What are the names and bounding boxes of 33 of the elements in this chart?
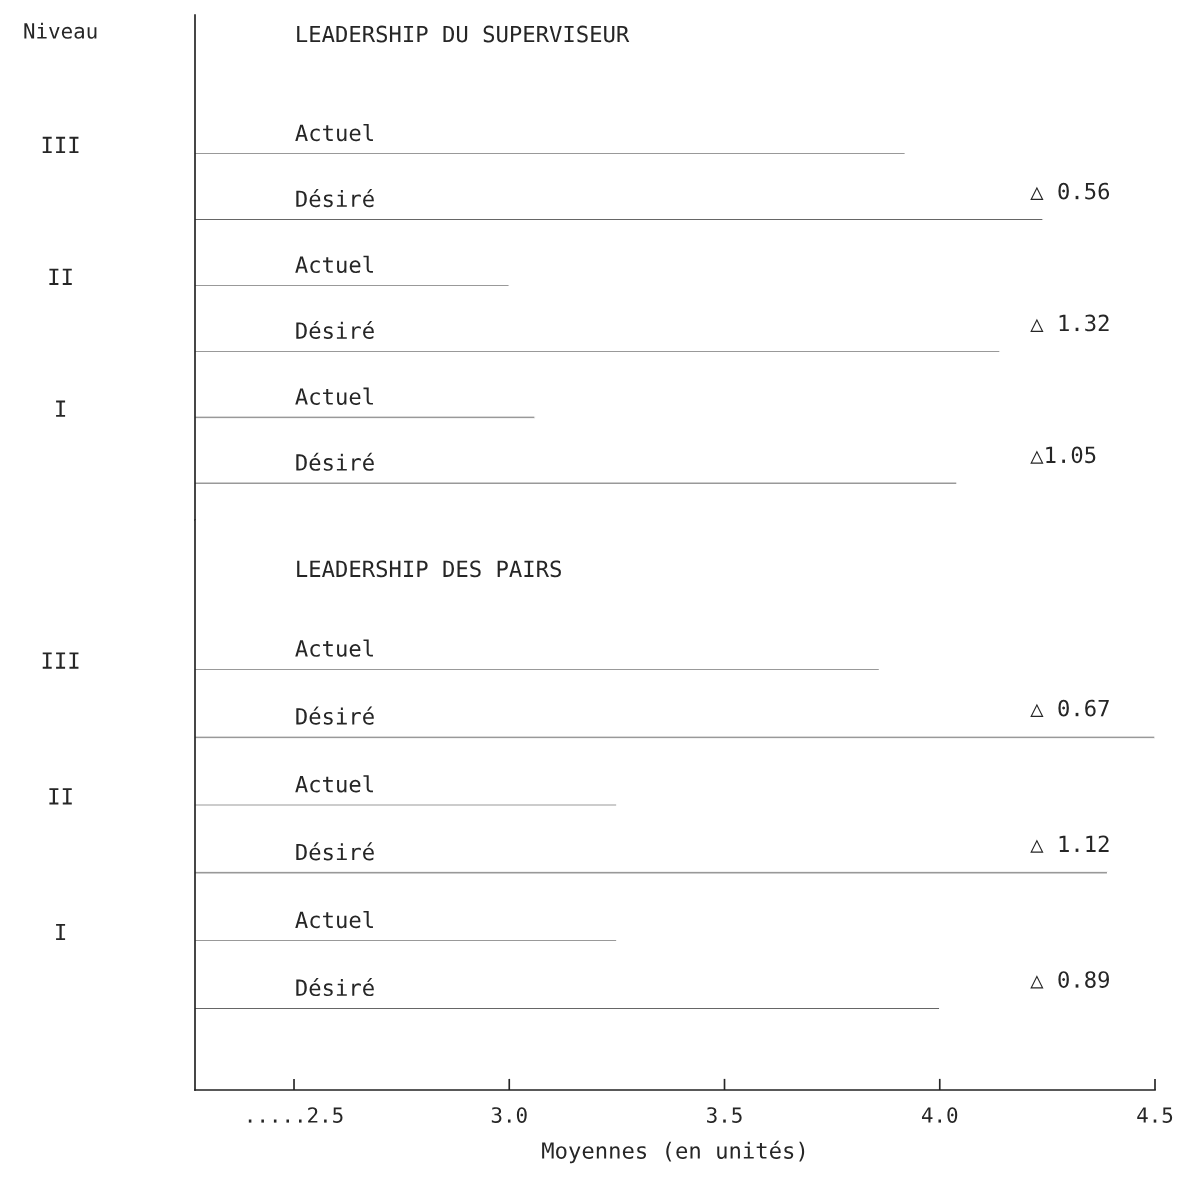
y-tick-label: Désiré xyxy=(296,189,374,208)
x-tick-label: .....2.5 xyxy=(248,1107,343,1123)
text: III xyxy=(42,652,79,669)
y-tick-label: Désiré xyxy=(296,706,374,725)
text: I xyxy=(56,923,66,941)
y-tick-label: Actuel xyxy=(295,123,373,142)
y-tick-label: Actuel xyxy=(295,639,373,657)
y-tick-label: Désiré xyxy=(296,978,374,997)
x-tick-label: 4.0 xyxy=(921,1107,958,1123)
y-tick-label: Actuel xyxy=(295,910,373,929)
x-axis-title: Moyennes (en unités) xyxy=(542,1140,805,1164)
y-axis-title: Niveau xyxy=(24,22,97,39)
annotation: △ 1.32 xyxy=(1030,314,1109,332)
chart-title: LEADERSHIP DU SUPERVISEUR xyxy=(297,25,630,43)
annotation: △ 1.12 xyxy=(1030,835,1109,853)
annotation: △1.05 xyxy=(1030,446,1096,464)
y-tick-label: Désiré xyxy=(296,320,374,340)
y-tick-label: Actuel xyxy=(295,387,373,405)
x-tick-label: 3.5 xyxy=(707,1107,742,1123)
text: III xyxy=(42,136,79,154)
y-tick-label: Désiré xyxy=(296,842,374,861)
annotation: △ 0.89 xyxy=(1030,971,1109,989)
x-tick-label: 3.0 xyxy=(491,1107,527,1123)
annotation: △ 0.56 xyxy=(1030,182,1110,201)
x-tick-label: 4.5 xyxy=(1137,1107,1173,1123)
text: II xyxy=(49,788,72,805)
y-tick-label: Actuel xyxy=(295,775,373,793)
y-tick-label: Actuel xyxy=(295,255,373,274)
annotation: △ 0.67 xyxy=(1030,699,1109,718)
y-tick-label: Désiré xyxy=(296,452,374,471)
text: II xyxy=(49,268,72,285)
text: I xyxy=(56,400,66,417)
chart-title: LEADERSHIP DES PAIRS xyxy=(297,560,561,578)
